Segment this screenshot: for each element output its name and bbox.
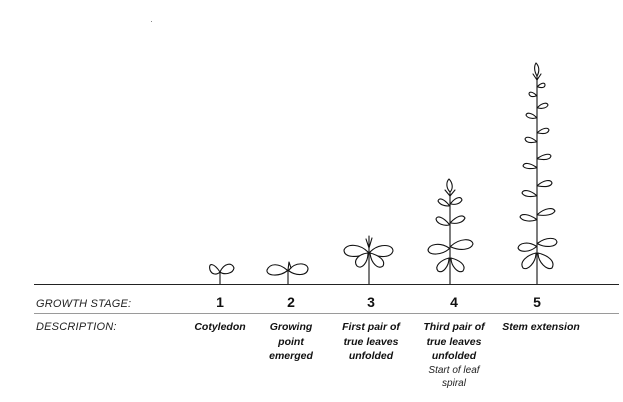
description-text: Stem extension (502, 321, 580, 333)
stage-number-4: 4 (450, 294, 458, 310)
description-text: Growing point emerged (269, 321, 313, 362)
stage-number-1: 1 (216, 294, 224, 310)
ground-line (34, 284, 619, 285)
stage-number-2: 2 (287, 294, 295, 310)
stray-mark (151, 21, 152, 22)
description-text: Cotyledon (194, 321, 246, 333)
stage-number-3: 3 (367, 294, 375, 310)
stage-description-1: Cotyledon (175, 320, 265, 335)
stage-description-5: Stem extension (486, 320, 596, 335)
description-text: First pair of true leaves unfolded (342, 321, 400, 362)
description-note: Start of leaf spiral (428, 364, 480, 389)
first-leaf-pair-plant-icon (343, 235, 394, 285)
third-leaf-pair-plant-icon (427, 178, 474, 285)
growing-point-seedling-icon (266, 261, 309, 285)
growth-stage-label: GROWTH STAGE: (36, 298, 132, 310)
stage-description-2: Growing point emerged (246, 320, 336, 364)
description-label: DESCRIPTION: (36, 321, 117, 333)
stage-description-3: First pair of true leaves unfolded (326, 320, 416, 364)
stem-extension-plant-icon (517, 62, 558, 285)
stage-number-5: 5 (533, 294, 541, 310)
description-text: Third pair of true leaves unfolded (423, 321, 485, 362)
row-divider (34, 313, 619, 314)
stage-description-4: Third pair of true leaves unfolded Start… (409, 320, 499, 390)
cotyledon-seedling-icon (209, 263, 235, 285)
